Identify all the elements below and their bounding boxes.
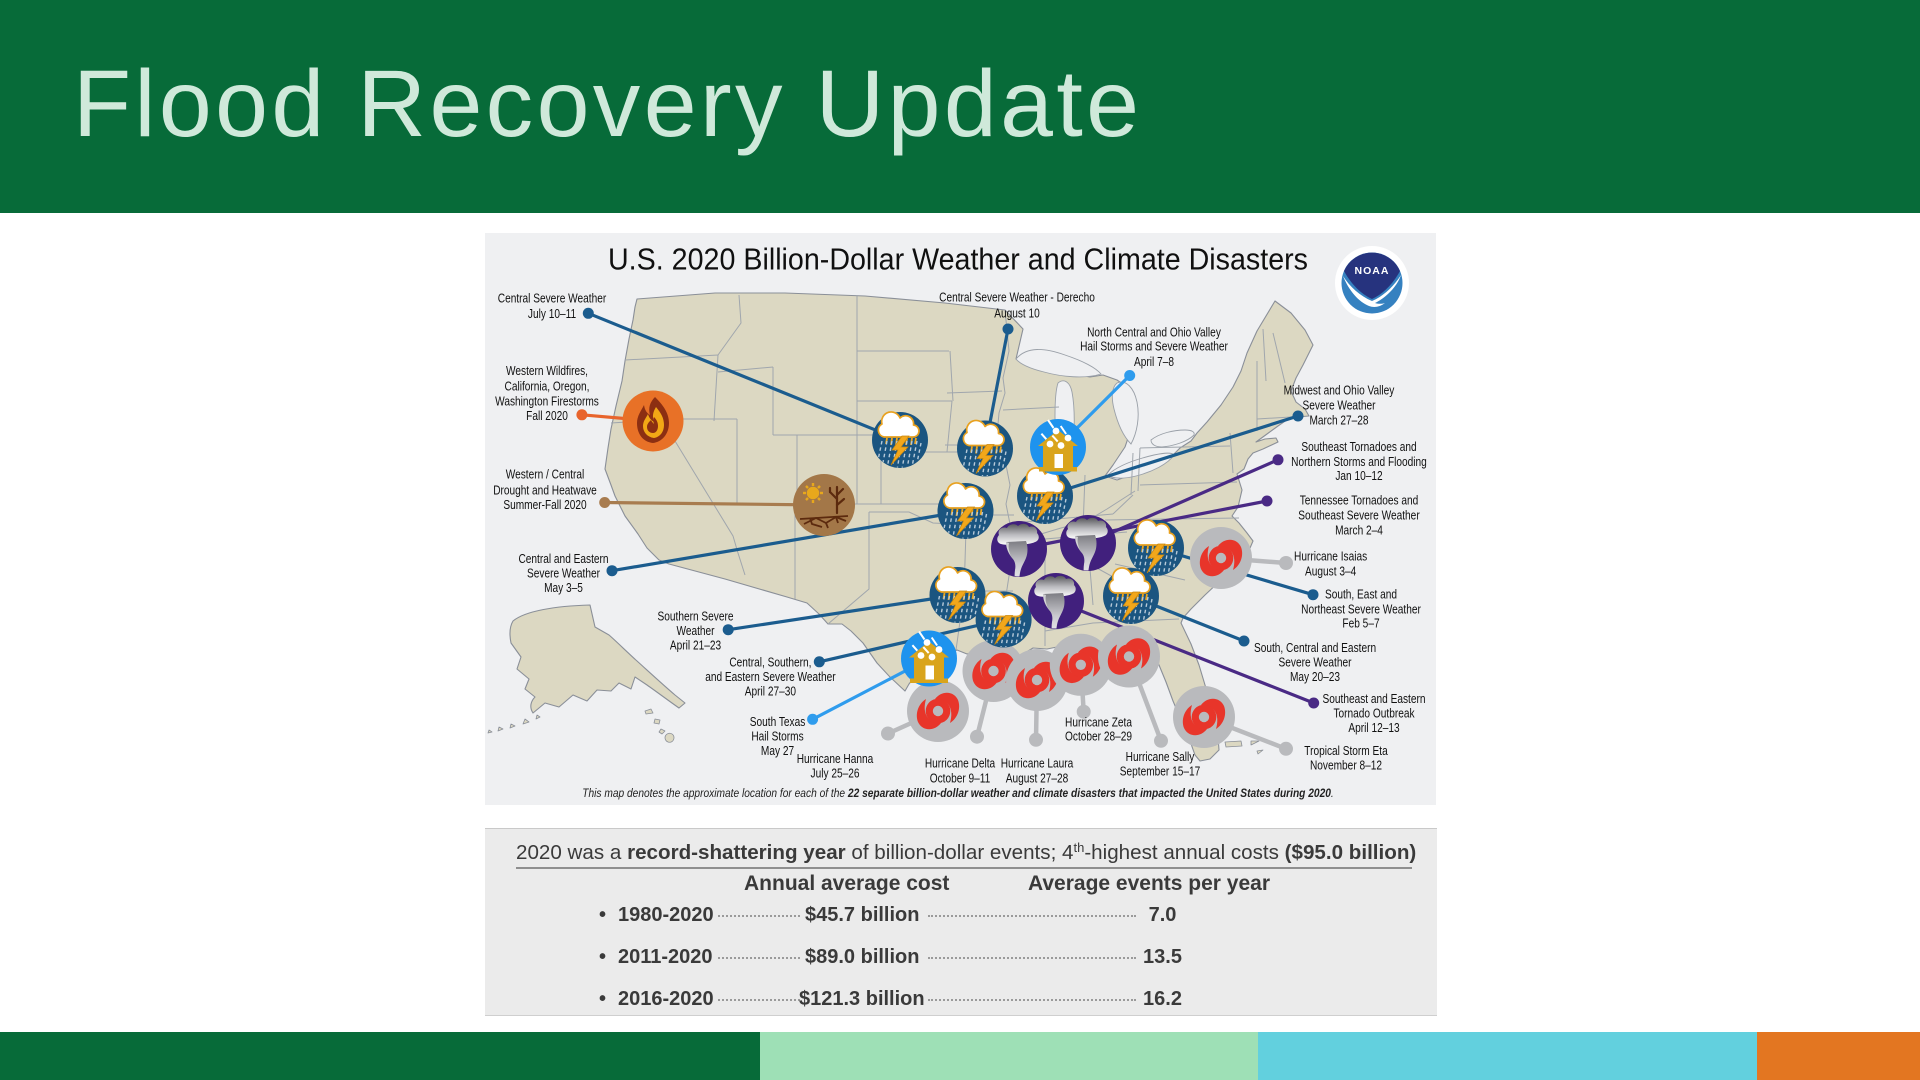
svg-text:Southeast Severe Weather: Southeast Severe Weather xyxy=(1298,508,1419,522)
svg-text:April 27–30: April 27–30 xyxy=(745,684,797,698)
svg-text:March 2–4: March 2–4 xyxy=(1335,523,1383,537)
svg-text:April 7–8: April 7–8 xyxy=(1134,355,1174,369)
svg-text:April 12–13: April 12–13 xyxy=(1348,721,1399,735)
svg-text:November 8–12: November 8–12 xyxy=(1310,758,1382,772)
svg-text:Midwest and Ohio Valley: Midwest and Ohio Valley xyxy=(1284,383,1395,397)
svg-text:October 28–29: October 28–29 xyxy=(1065,729,1132,743)
svg-text:Severe Weather: Severe Weather xyxy=(527,566,600,580)
svg-text:Washington Firestorms: Washington Firestorms xyxy=(495,394,599,408)
svg-text:Tropical Storm Eta: Tropical Storm Eta xyxy=(1304,744,1388,758)
svg-text:September 15–17: September 15–17 xyxy=(1120,764,1200,778)
svg-text:Central Severe Weather: Central Severe Weather xyxy=(498,291,607,305)
svg-text:Tennessee Tornadoes and: Tennessee Tornadoes and xyxy=(1300,493,1419,507)
svg-text:Hail Storms and Severe Weather: Hail Storms and Severe Weather xyxy=(1080,339,1228,353)
svg-text:May 20–23: May 20–23 xyxy=(1290,670,1340,684)
svg-text:Central and Eastern: Central and Eastern xyxy=(518,552,608,566)
svg-text:NOAA: NOAA xyxy=(1355,265,1390,277)
svg-text:This map denotes the approxima: This map denotes the approximate locatio… xyxy=(582,787,1334,800)
svg-text:Southeast Tornadoes and: Southeast Tornadoes and xyxy=(1301,440,1416,454)
svg-text:South Texas: South Texas xyxy=(750,715,806,729)
svg-text:Hurricane Zeta: Hurricane Zeta xyxy=(1065,715,1132,729)
svg-text:Hail Storms: Hail Storms xyxy=(751,729,803,743)
svg-text:Hurricane Hanna: Hurricane Hanna xyxy=(797,752,874,766)
svg-text:Western / Central: Western / Central xyxy=(506,467,585,481)
svg-text:August 27–28: August 27–28 xyxy=(1006,771,1069,785)
svg-text:South, East and: South, East and xyxy=(1325,587,1397,601)
svg-text:July 10–11: July 10–11 xyxy=(528,307,576,321)
svg-text:U.S. 2020 Billion-Dollar Weath: U.S. 2020 Billion-Dollar Weather and Cli… xyxy=(608,242,1308,277)
svg-text:July 25–26: July 25–26 xyxy=(811,766,860,780)
svg-text:Western Wildfires,: Western Wildfires, xyxy=(506,364,588,378)
svg-text:August 10: August 10 xyxy=(994,306,1040,320)
svg-text:Fall 2020: Fall 2020 xyxy=(526,409,568,423)
svg-text:North Central and Ohio Valley: North Central and Ohio Valley xyxy=(1087,325,1221,339)
svg-text:April 21–23: April 21–23 xyxy=(670,638,721,652)
svg-text:Northeast Severe Weather: Northeast Severe Weather xyxy=(1301,602,1421,616)
svg-text:October 9–11: October 9–11 xyxy=(930,771,991,785)
svg-text:Southeast and Eastern: Southeast and Eastern xyxy=(1322,692,1425,706)
svg-text:Summer-Fall 2020: Summer-Fall 2020 xyxy=(503,498,587,512)
svg-text:May 3–5: May 3–5 xyxy=(544,581,583,595)
svg-text:Hurricane Isaias: Hurricane Isaias xyxy=(1294,549,1367,563)
svg-text:Drought and Heatwave: Drought and Heatwave xyxy=(493,483,597,497)
svg-text:Southern Severe: Southern Severe xyxy=(658,609,734,623)
svg-text:August 3–4: August 3–4 xyxy=(1305,564,1357,578)
svg-text:Hurricane Sally: Hurricane Sally xyxy=(1126,750,1195,764)
svg-text:Feb 5–7: Feb 5–7 xyxy=(1342,616,1379,630)
svg-text:Severe Weather: Severe Weather xyxy=(1279,655,1352,669)
svg-text:California, Oregon,: California, Oregon, xyxy=(505,379,590,393)
svg-text:South, Central and Eastern: South, Central and Eastern xyxy=(1254,641,1376,655)
svg-text:and Eastern Severe Weather: and Eastern Severe Weather xyxy=(705,670,835,684)
svg-text:Central Severe Weather - Derec: Central Severe Weather - Derecho xyxy=(939,290,1095,304)
svg-text:Northern Storms and Flooding: Northern Storms and Flooding xyxy=(1291,455,1427,469)
svg-text:Tornado Outbreak: Tornado Outbreak xyxy=(1333,706,1414,720)
svg-text:Weather: Weather xyxy=(676,624,714,638)
svg-text:May 27: May 27 xyxy=(761,744,794,758)
svg-text:Central, Southern,: Central, Southern, xyxy=(729,655,811,669)
svg-text:Hurricane Delta: Hurricane Delta xyxy=(925,756,996,770)
svg-text:Jan 10–12: Jan 10–12 xyxy=(1335,469,1382,483)
svg-text:Hurricane Laura: Hurricane Laura xyxy=(1001,756,1074,770)
svg-text:March 27–28: March 27–28 xyxy=(1309,413,1368,427)
svg-text:Severe Weather: Severe Weather xyxy=(1303,398,1376,412)
